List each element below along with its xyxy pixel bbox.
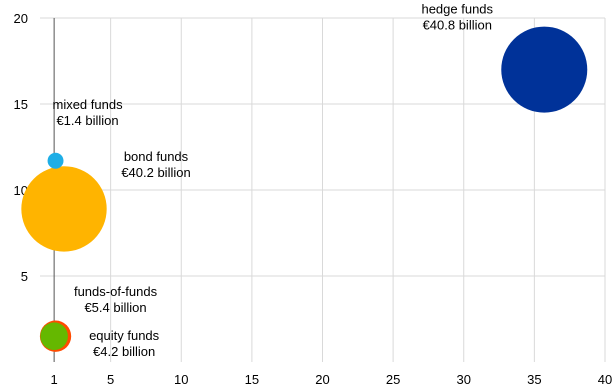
bubble-bond-funds — [21, 166, 107, 252]
label-bond-funds: bond funds — [124, 149, 189, 164]
x-tick-label: 10 — [174, 372, 188, 387]
y-tick-label: 5 — [21, 269, 28, 284]
y-tick-label: 15 — [14, 97, 28, 112]
x-tick-label: 30 — [457, 372, 471, 387]
value-label-funds-of-funds: €5.4 billion — [84, 300, 146, 315]
x-tick-label: 20 — [315, 372, 329, 387]
label-equity-funds: equity funds — [89, 328, 160, 343]
value-label-mixed-funds: €1.4 billion — [56, 113, 118, 128]
value-label-hedge-funds: €40.8 billion — [423, 18, 492, 33]
x-tick-label: 15 — [245, 372, 259, 387]
x-tick-label: 5 — [107, 372, 114, 387]
label-funds-of-funds: funds-of-funds — [74, 284, 158, 299]
x-tick-label: 1 — [51, 372, 58, 387]
value-label-bond-funds: €40.2 billion — [121, 165, 190, 180]
x-tick-label: 35 — [527, 372, 541, 387]
x-tick-label: 40 — [598, 372, 612, 387]
bubble-hedge-funds — [501, 26, 588, 113]
y-tick-label: 20 — [14, 11, 28, 26]
bubble-equity-funds-front — [41, 323, 67, 349]
label-hedge-funds: hedge funds — [421, 2, 493, 17]
bubble-labels: hedge funds€40.8 billion mixed funds€1.4 … — [52, 2, 493, 360]
label-mixed-funds: mixed funds — [52, 97, 123, 112]
x-tick-label: 25 — [386, 372, 400, 387]
bubble-mixed-funds — [47, 152, 64, 169]
value-label-equity-funds: €4.2 billion — [93, 344, 155, 359]
bubbles — [21, 26, 588, 352]
grid — [40, 17, 606, 362]
